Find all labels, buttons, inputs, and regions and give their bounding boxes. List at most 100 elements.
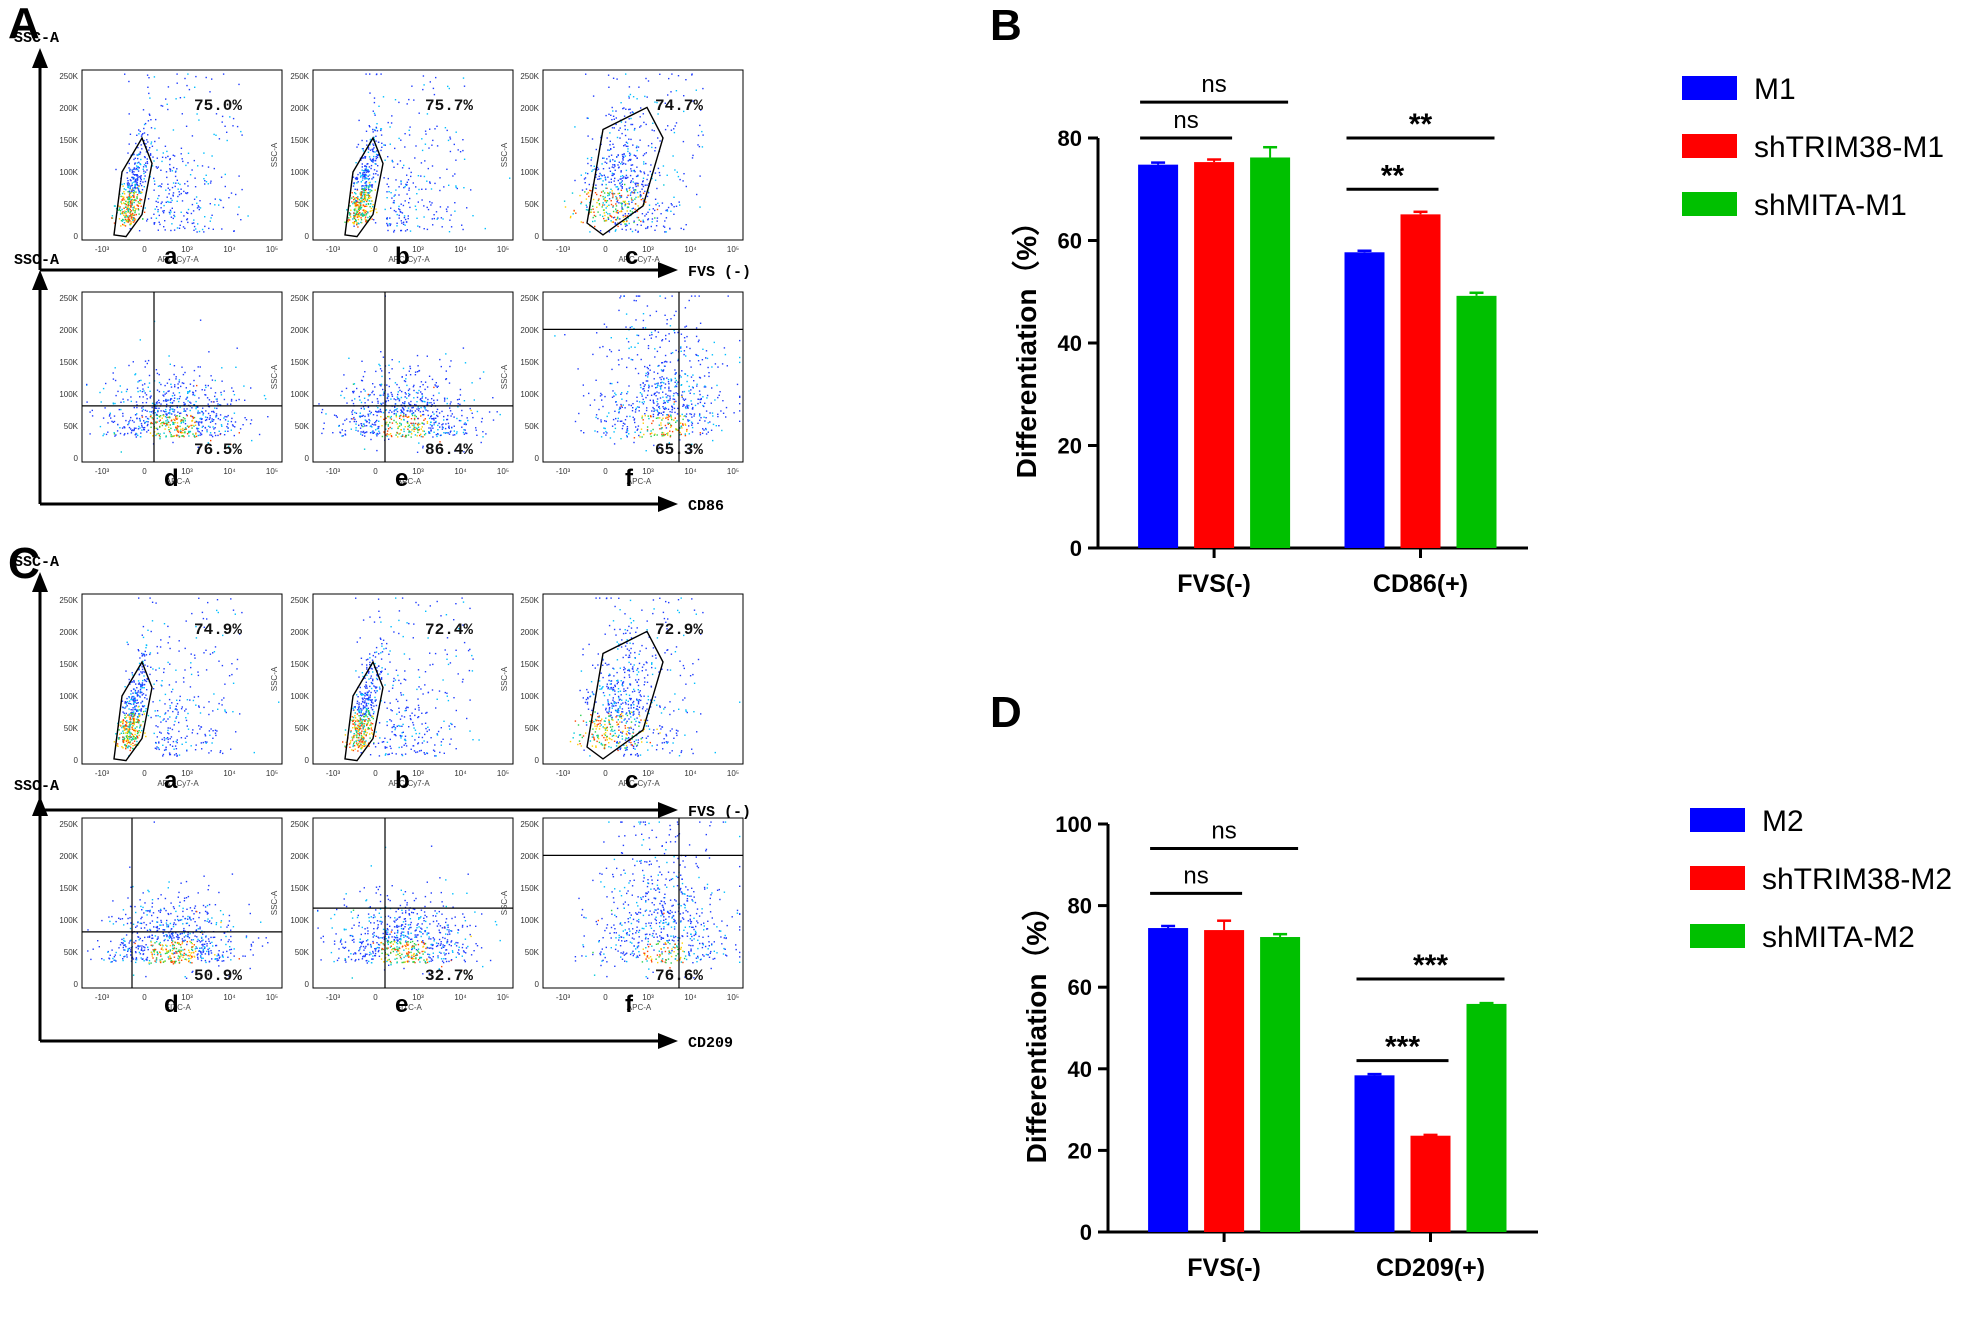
- scatter-dot: [682, 418, 684, 421]
- scatter-dot: [155, 725, 157, 727]
- scatter-dot: [351, 197, 353, 199]
- scatter-dot: [190, 424, 192, 427]
- scatter-dot: [128, 113, 130, 115]
- scatter-dot: [133, 177, 135, 179]
- scatter-dot: [136, 732, 139, 735]
- scatter-dot: [358, 415, 361, 417]
- scatter-dot: [187, 73, 189, 75]
- scatter-dot: [359, 200, 362, 202]
- scatter-dot: [627, 160, 629, 162]
- scatter-dot: [159, 436, 161, 438]
- scatter-dot: [123, 188, 125, 190]
- y-axis-arrow-icon: [32, 270, 48, 290]
- scatter-dot: [426, 113, 429, 115]
- scatter-dot: [167, 738, 169, 741]
- scatter-dot: [142, 168, 144, 170]
- scatter-dot: [648, 387, 650, 389]
- scatter-dot: [146, 398, 148, 400]
- scatter-dot: [597, 178, 599, 180]
- scatter-dot: [191, 203, 194, 206]
- scatter-dot: [241, 134, 243, 136]
- scatter-dot: [167, 729, 169, 732]
- scatter-dot: [592, 208, 594, 210]
- scatter-dot: [354, 214, 356, 216]
- scatter-dot: [121, 192, 124, 195]
- scatter-dot: [709, 421, 711, 423]
- scatter-dot: [114, 435, 116, 437]
- scatter-dot: [149, 154, 152, 156]
- scatter-dot: [102, 417, 105, 419]
- scatter-dot: [137, 170, 140, 172]
- scatter-dot: [624, 419, 627, 421]
- scatter-dot: [666, 209, 668, 211]
- scatter-dot: [630, 164, 632, 166]
- scatter-dot: [231, 663, 233, 665]
- scatter-dot: [169, 432, 172, 434]
- scatter-dot: [436, 408, 439, 411]
- scatter-dot: [176, 179, 178, 181]
- scatter-dot: [133, 217, 135, 220]
- scatter-dot: [397, 426, 399, 428]
- scatter-dot: [141, 189, 144, 191]
- x-tick-label: 10⁴: [684, 467, 697, 476]
- scatter-dot: [183, 681, 185, 683]
- scatter-dot: [688, 385, 690, 388]
- scatter-dot: [172, 182, 175, 184]
- scatter-dot: [410, 171, 412, 174]
- scatter-dot: [599, 214, 601, 216]
- scatter-dot: [128, 422, 130, 425]
- scatter-dot: [131, 697, 133, 699]
- y-tick-label: 250K: [59, 294, 78, 303]
- scatter-dot: [141, 694, 143, 696]
- scatter-dot: [434, 128, 436, 130]
- scatter-dot: [393, 202, 395, 204]
- scatter-dot: [387, 399, 390, 402]
- scatter-dot: [167, 661, 169, 664]
- scatter-dot: [133, 193, 135, 195]
- scatter-dot: [390, 391, 392, 394]
- scatter-dot: [641, 183, 643, 186]
- scatter-dot: [151, 406, 153, 409]
- scatter-dot: [130, 191, 133, 194]
- scatter-dot: [405, 415, 407, 417]
- scatter-dot: [644, 413, 646, 415]
- x-tick-label: 10³: [412, 245, 424, 254]
- scatter-dot: [99, 391, 101, 394]
- gate-percentage: 76.5%: [194, 441, 242, 459]
- scatter-dot: [138, 133, 140, 135]
- plot-x-name: APC-A: [166, 477, 191, 486]
- scatter-dot: [378, 432, 381, 434]
- scatter-dot: [140, 432, 142, 434]
- scatter-dot: [422, 447, 424, 449]
- scatter-dot: [182, 160, 184, 163]
- scatter-dot: [684, 398, 687, 400]
- scatter-dot: [652, 401, 655, 403]
- scatter-dot: [135, 213, 137, 216]
- scatter-dot: [669, 411, 671, 413]
- scatter-dot: [156, 421, 158, 423]
- scatter-dot: [186, 218, 189, 220]
- scatter-dot: [132, 692, 134, 694]
- scatter-dot: [463, 451, 465, 453]
- scatter-dot: [147, 429, 150, 431]
- scatter-dot: [673, 407, 676, 410]
- scatter-dot: [659, 73, 661, 75]
- scatter-dot: [640, 386, 642, 389]
- scatter-dot: [111, 420, 113, 423]
- scatter-dot: [198, 706, 200, 708]
- scatter-dot: [132, 707, 134, 709]
- scatter-dot: [157, 201, 159, 203]
- scatter-dot: [643, 433, 645, 436]
- scatter-dot: [473, 399, 475, 401]
- scatter-dot: [705, 410, 708, 412]
- scatter-dot: [135, 142, 137, 145]
- scatter-dot: [398, 361, 400, 363]
- scatter-dot: [675, 122, 678, 124]
- scatter-dot: [670, 425, 673, 427]
- scatter-dot: [667, 394, 669, 397]
- scatter-dot: [183, 435, 185, 438]
- scatter-dot: [140, 175, 142, 177]
- scatter-dot: [448, 425, 450, 427]
- scatter-dot: [387, 415, 389, 418]
- scatter-dot: [630, 404, 632, 407]
